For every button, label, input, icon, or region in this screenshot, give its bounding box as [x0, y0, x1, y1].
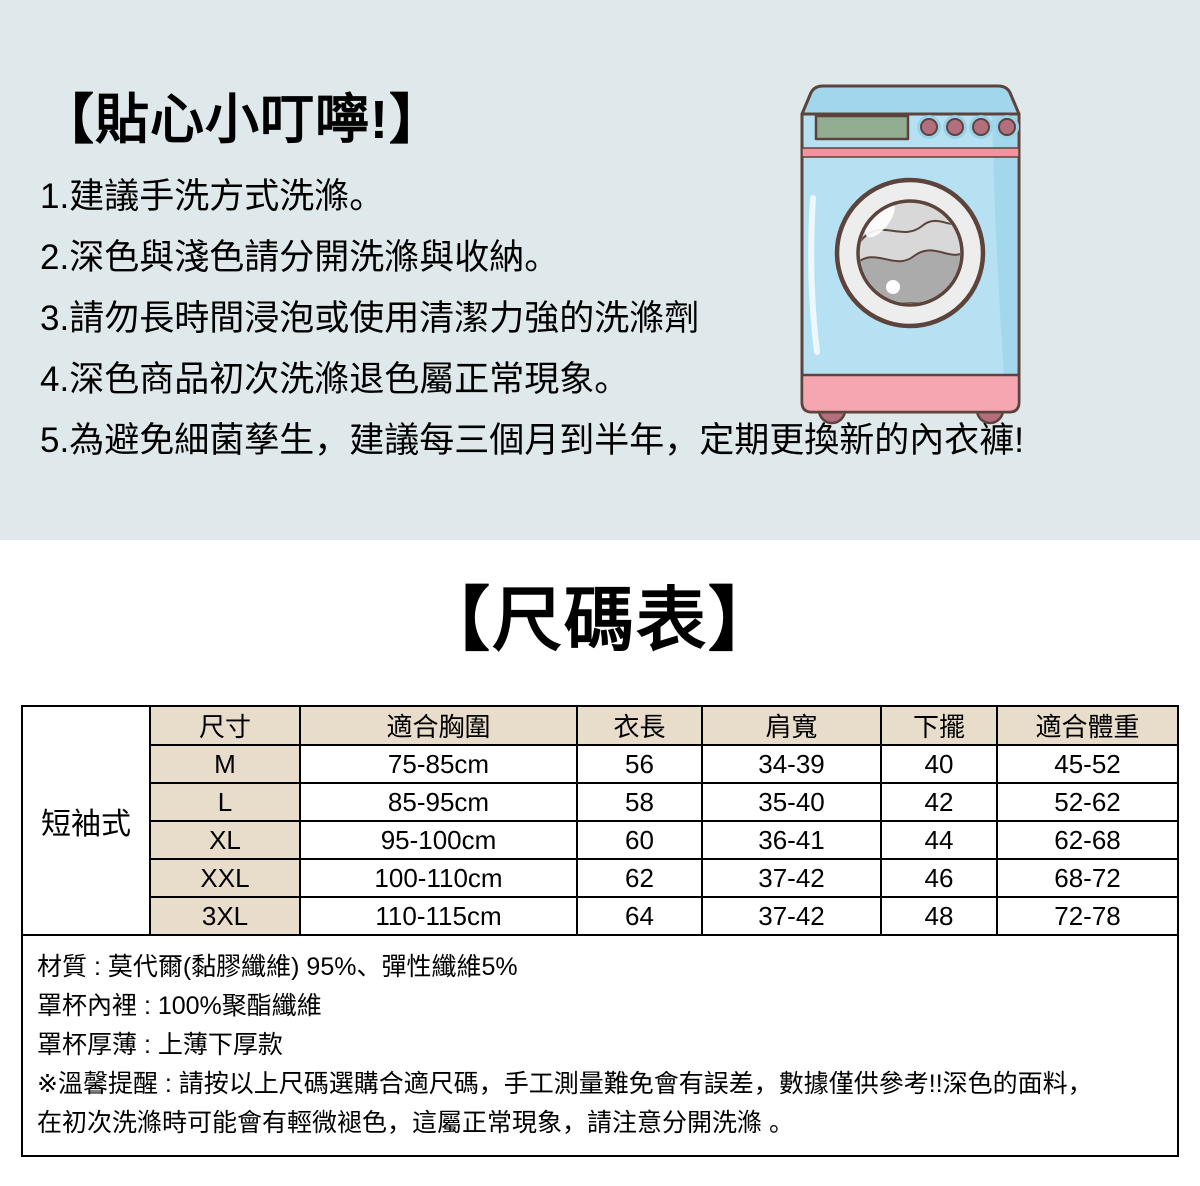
table-row-l: L 85-95cm 58 35-40 42 52-62 [22, 782, 1179, 822]
table-row-m: M 75-85cm 56 34-39 40 45-52 [22, 744, 1179, 784]
cell-chest: 100-110cm [299, 858, 578, 898]
cell-length: 56 [576, 744, 703, 784]
row-group-label: 短袖式 [21, 705, 151, 936]
care-tip-3: 3.請勿長時間浸泡或使用清潔力強的洗滌劑 [40, 298, 700, 338]
col-header-size: 尺寸 [149, 705, 301, 746]
cell-size: M [149, 744, 301, 784]
cell-chest: 95-100cm [299, 820, 578, 860]
note-reminder-line2: 在初次洗滌時可能會有輕微褪色，這屬正常現象，請注意分開洗滌 。 [37, 1109, 794, 1137]
col-header-weight: 適合體重 [996, 705, 1179, 746]
table-row-xxl: XXL 100-110cm 62 37-42 46 68-72 [22, 858, 1179, 898]
cell-length: 60 [576, 820, 703, 860]
material-notes: 材質 : 莫代爾(黏膠纖維) 95%、彈性纖維5% 罩杯內裡 : 100%聚酯纖… [21, 934, 1179, 1157]
cell-chest: 85-95cm [299, 782, 578, 822]
size-table: 短袖式 尺寸 適合胸圍 衣長 肩寬 下擺 適合體重 M 75-85cm 56 3… [21, 705, 1179, 1157]
cell-shoulder: 35-40 [701, 782, 882, 822]
care-instructions-section: 【貼心小叮嚀!】 1.建議手洗方式洗滌。 2.深色與淺色請分開洗滌與收納。 3.… [0, 0, 1200, 540]
cell-hem: 48 [880, 896, 998, 936]
size-chart-title: 【尺碼表】 [420, 581, 780, 659]
cell-size: XL [149, 820, 301, 860]
cell-weight: 52-62 [996, 782, 1179, 822]
cell-length: 58 [576, 782, 703, 822]
cell-hem: 42 [880, 782, 998, 822]
cell-shoulder: 34-39 [701, 744, 882, 784]
cell-weight: 62-68 [996, 820, 1179, 860]
washing-machine-illustration [792, 80, 1030, 432]
cell-weight: 68-72 [996, 858, 1179, 898]
cell-weight: 45-52 [996, 744, 1179, 784]
table-row-3xl: 3XL 110-115cm 64 37-42 48 72-78 [22, 896, 1179, 936]
cell-shoulder: 36-41 [701, 820, 882, 860]
product-care-page: 【貼心小叮嚀!】 1.建議手洗方式洗滌。 2.深色與淺色請分開洗滌與收納。 3.… [0, 0, 1200, 1157]
size-table-header-row: 短袖式 尺寸 適合胸圍 衣長 肩寬 下擺 適合體重 [21, 705, 1179, 936]
col-header-shoulder: 肩寬 [701, 705, 882, 746]
cell-shoulder: 37-42 [701, 858, 882, 898]
col-header-length: 衣長 [576, 705, 703, 746]
cell-weight: 72-78 [996, 896, 1179, 936]
cell-size: 3XL [149, 896, 301, 936]
care-tip-5: 5.為避免細菌孳生，建議每三個月到半年，定期更換新的內衣褲! [40, 420, 1024, 460]
cell-size: L [149, 782, 301, 822]
table-row-xl: XL 95-100cm 60 36-41 44 62-68 [22, 820, 1179, 860]
cell-length: 64 [576, 896, 703, 936]
cell-hem: 46 [880, 858, 998, 898]
col-header-chest: 適合胸圍 [299, 705, 578, 746]
note-material: 材質 : 莫代爾(黏膠纖維) 95%、彈性纖維5% [37, 953, 518, 981]
cell-shoulder: 37-42 [701, 896, 882, 936]
note-cup-lining: 罩杯內裡 : 100%聚酯纖維 [37, 992, 322, 1020]
cell-size: XXL [149, 858, 301, 898]
cell-chest: 110-115cm [299, 896, 578, 936]
cell-hem: 40 [880, 744, 998, 784]
cell-chest: 75-85cm [299, 744, 578, 784]
col-header-hem: 下擺 [880, 705, 998, 746]
washing-machine-icon [800, 84, 1021, 425]
care-tip-4: 4.深色商品初次洗滌退色屬正常現象。 [40, 359, 630, 399]
care-tip-2: 2.深色與淺色請分開洗滌與收納。 [40, 237, 560, 277]
cell-hem: 44 [880, 820, 998, 860]
cell-length: 62 [576, 858, 703, 898]
note-cup-thickness: 罩杯厚薄 : 上薄下厚款 [37, 1031, 283, 1059]
note-reminder-line1: ※溫馨提醒 : 請按以上尺碼選購合適尺碼，手工測量難免會有誤差，數據僅供參考!!… [37, 1070, 1093, 1098]
care-tip-1: 1.建議手洗方式洗滌。 [40, 176, 385, 216]
size-chart-section: 【尺碼表】 短袖式 尺寸 適合胸圍 衣長 肩寬 下擺 適合體重 M 75-85c… [0, 540, 1200, 1157]
table-notes-row: 材質 : 莫代爾(黏膠纖維) 95%、彈性纖維5% 罩杯內裡 : 100%聚酯纖… [21, 934, 1179, 1157]
care-title: 【貼心小叮嚀!】 [40, 90, 444, 150]
care-tips-list: 1.建議手洗方式洗滌。 2.深色與淺色請分開洗滌與收納。 3.請勿長時間浸泡或使… [40, 179, 1200, 458]
